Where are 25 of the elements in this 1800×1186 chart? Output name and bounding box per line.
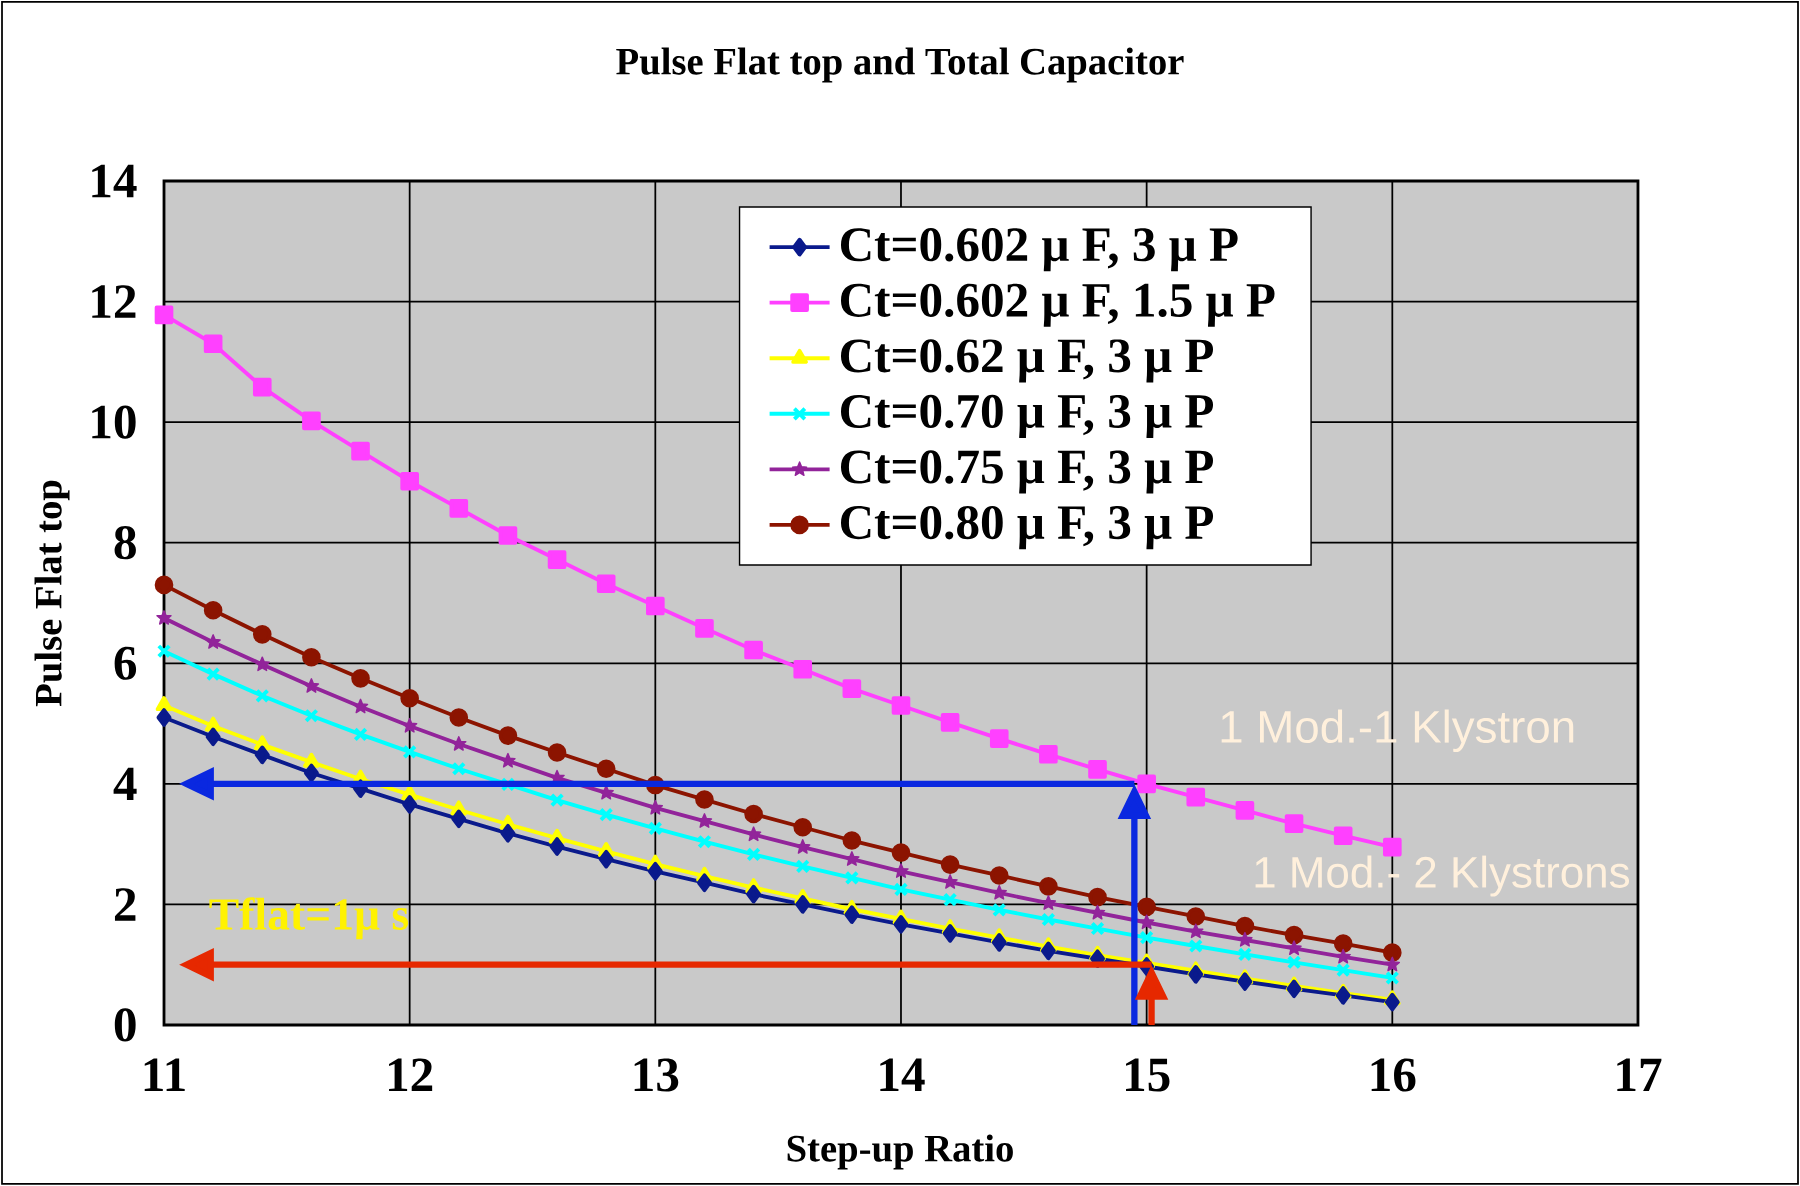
x-tick-label: 14: [880, 1058, 925, 1091]
y-tick-label: 2: [114, 888, 136, 921]
x-tick-label: 13: [634, 1058, 679, 1092]
legend-label: Ct=0.80 μ F, 3 μ P: [840, 505, 1214, 550]
legend-label: Ct=0.70 μ F, 3 μ P: [840, 394, 1214, 438]
legend-label: Ct=0.62 μ F, 3 μ P: [840, 339, 1214, 383]
y-tick-label: 4: [113, 767, 137, 801]
y-tick-label: 14: [92, 164, 137, 198]
annotation: Tflat=1μ s: [209, 897, 409, 940]
y-tick-label: 10: [92, 405, 136, 439]
y-axis-title: Pulse Flat top: [34, 480, 70, 707]
x-axis-title: Step-up Ratio: [787, 1134, 1013, 1170]
legend-label: Ct=0.602 μ F, 3 μ P: [840, 228, 1238, 272]
chart-title: Pulse Flat top and Total Capacitor: [616, 47, 1184, 83]
y-tick-label: 12: [92, 285, 136, 318]
x-tick-label: 12: [389, 1058, 433, 1092]
legend-label: Ct=0.602 μ F, 1.5 μ P: [840, 283, 1275, 327]
x-tick-label: 15: [1126, 1058, 1170, 1092]
x-tick-label: 17: [1617, 1058, 1662, 1091]
x-tick-label: 16: [1371, 1058, 1416, 1092]
y-tick-label: 6: [114, 646, 137, 680]
y-tick-label: 0: [114, 1008, 136, 1042]
legend-label: Ct=0.75 μ F, 3 μ P: [840, 450, 1214, 494]
x-tick-label: 11: [144, 1058, 185, 1091]
y-tick-label: 8: [114, 526, 136, 560]
